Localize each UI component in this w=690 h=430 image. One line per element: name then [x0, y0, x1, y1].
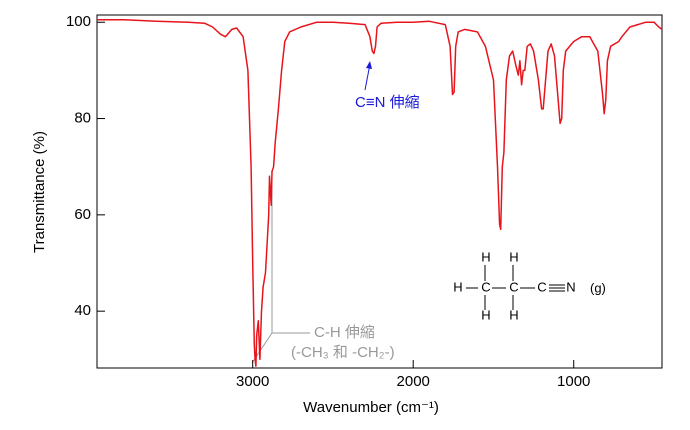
molecule-atom: H — [453, 279, 462, 294]
molecule-atom: (g) — [590, 280, 606, 295]
annotation: C-H 伸縮 — [314, 324, 375, 341]
molecule-atom: C — [481, 279, 490, 294]
spectrum-line — [97, 19, 663, 367]
molecule-atom: H — [509, 249, 518, 264]
molecule-atom: H — [509, 307, 518, 322]
molecule-atom: H — [481, 307, 490, 322]
molecule-atom: C — [537, 279, 546, 294]
molecule-atom: C — [509, 279, 518, 294]
plot-frame — [96, 14, 663, 369]
molecule-bonds — [466, 265, 565, 310]
annotation: (-CH₃ 和 -CH₂-) — [291, 344, 395, 361]
annotation: C≡N 伸縮 — [355, 94, 420, 111]
arrow-head — [366, 61, 372, 69]
molecule-atom: H — [481, 249, 490, 264]
y-tick-label: 100 — [66, 13, 91, 30]
y-tick-label: 80 — [74, 110, 91, 127]
x-tick-label: 1000 — [557, 373, 590, 390]
x-axis-label: Wavenumber (cm⁻¹) — [303, 399, 439, 416]
y-axis-label: Transmittance (%) — [31, 131, 48, 253]
x-tick-label: 3000 — [236, 373, 269, 390]
y-tick-label: 60 — [74, 206, 91, 223]
x-tick-label: 2000 — [397, 373, 430, 390]
y-tick-label: 40 — [74, 302, 91, 319]
molecule-atom: N — [566, 279, 575, 294]
